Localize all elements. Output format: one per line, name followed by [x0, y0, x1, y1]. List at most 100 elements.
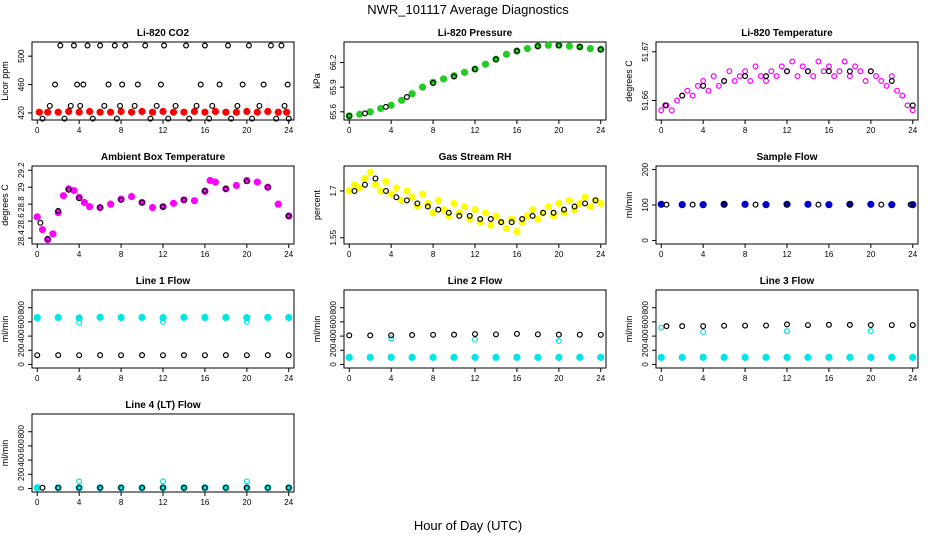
x-tick-label: 0 [347, 126, 352, 135]
data-point [513, 353, 521, 361]
series-1 [39, 42, 292, 122]
data-point [77, 102, 84, 109]
data-point [658, 324, 665, 331]
y-tick-label: 800 [641, 301, 650, 315]
data-point [39, 115, 46, 122]
data-point [138, 107, 146, 116]
data-point [159, 107, 167, 116]
data-point [131, 102, 138, 109]
data-point [80, 198, 89, 207]
data-point [393, 194, 400, 201]
y-tick-label: 66.2 [329, 54, 338, 70]
data-point [243, 314, 251, 322]
data-point [540, 209, 547, 216]
data-point [371, 181, 380, 189]
data-point [55, 207, 62, 214]
data-point [418, 190, 427, 198]
data-point [909, 322, 916, 329]
data-point [190, 197, 199, 205]
data-point [264, 107, 272, 116]
y-tick-label: 51.66 [641, 90, 650, 111]
y-tick-label: 1.55 [329, 229, 338, 245]
x-tick-label: 16 [200, 374, 209, 383]
data-point [264, 352, 271, 359]
data-point [228, 115, 235, 122]
y-tick-label: 600 [641, 315, 650, 329]
data-point [38, 225, 47, 234]
data-point [201, 313, 209, 322]
data-point [561, 206, 568, 213]
data-point [165, 115, 172, 122]
data-point [75, 314, 83, 322]
panel-title: Line 1 Flow [136, 276, 191, 287]
data-point [222, 352, 229, 359]
data-point [513, 227, 521, 236]
panel-title: Li-820 Pressure [438, 28, 513, 39]
data-point [260, 81, 267, 88]
data-point [190, 107, 199, 116]
data-point [699, 201, 707, 209]
x-tick-label: 16 [200, 126, 209, 135]
data-point [160, 318, 167, 325]
data-point [243, 352, 250, 359]
y-tick-label: 29 [17, 182, 26, 191]
x-tick-label: 16 [824, 250, 833, 259]
data-point [883, 82, 890, 89]
series-1 [351, 175, 599, 226]
data-point [544, 41, 552, 49]
x-tick-label: 4 [701, 126, 706, 135]
data-point [456, 212, 463, 219]
data-point [472, 66, 479, 73]
data-point [243, 107, 251, 116]
data-point [97, 42, 104, 49]
data-point [534, 215, 542, 223]
panel-title: Line 2 Flow [448, 276, 503, 287]
data-point [70, 186, 78, 195]
data-point [74, 81, 81, 88]
data-point [117, 313, 125, 322]
x-tick-label: 20 [554, 250, 563, 259]
series-0 [657, 353, 917, 361]
data-point [705, 87, 712, 94]
data-point [37, 219, 44, 226]
data-point [281, 102, 288, 109]
data-point [403, 94, 410, 101]
data-point [356, 110, 364, 118]
panel-licor_temp: Li-820 Temperature degrees C 0 4 8 12 16 20 24 51… [624, 28, 919, 135]
data-point [387, 190, 395, 198]
data-point [430, 331, 437, 338]
data-point [372, 175, 379, 182]
data-point [222, 313, 230, 322]
data-point [492, 56, 499, 63]
data-point [65, 107, 73, 116]
panel-box_temp: Ambient Box Temperature degrees C 0 4 8 12 16 2… [0, 152, 295, 259]
x-tick-label: 4 [77, 250, 82, 259]
data-point [789, 58, 796, 65]
data-point [460, 202, 469, 211]
data-point [721, 322, 728, 329]
data-point [169, 199, 178, 207]
data-point [592, 197, 599, 204]
data-point [70, 42, 77, 49]
y-axis-label: ml/min [624, 192, 634, 219]
data-point [565, 42, 573, 50]
data-point [783, 68, 790, 75]
x-tick-label: 8 [119, 126, 124, 135]
data-point [118, 484, 125, 491]
y-axis-label: ml/min [624, 316, 634, 343]
data-point [825, 353, 833, 361]
data-point [209, 102, 216, 109]
data-point [86, 203, 94, 211]
data-point [534, 43, 541, 50]
data-point [222, 185, 229, 192]
data-point [597, 46, 604, 53]
data-point [742, 322, 749, 329]
data-point [76, 352, 83, 359]
data-point [67, 102, 74, 109]
data-point [54, 313, 62, 322]
data-point [815, 201, 822, 208]
data-point [846, 353, 854, 361]
data-point [243, 484, 250, 491]
data-point [720, 353, 728, 361]
data-point [253, 108, 261, 116]
